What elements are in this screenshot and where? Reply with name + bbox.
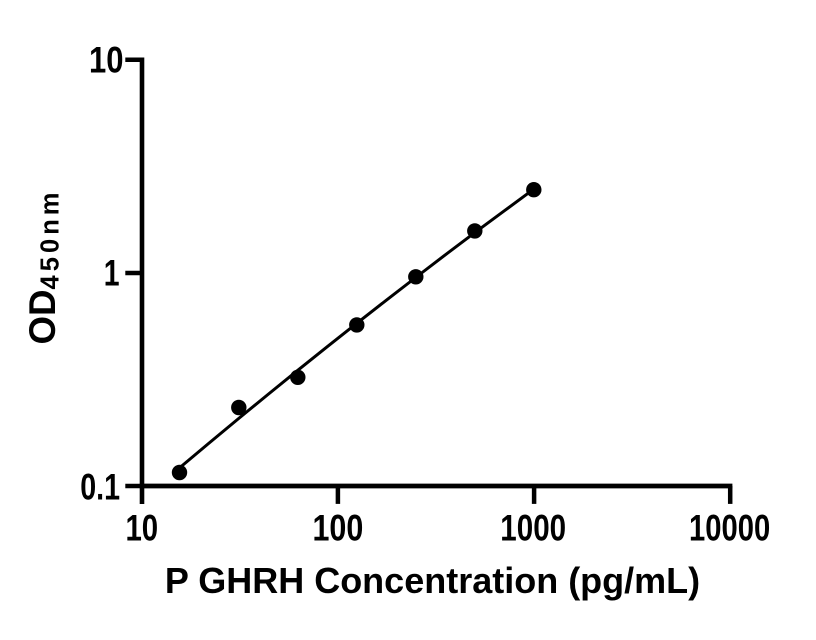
svg-text:100: 100 [313, 508, 364, 549]
svg-text:P GHRH Concentration (pg/mL): P GHRH Concentration (pg/mL) [165, 560, 700, 601]
svg-text:10: 10 [89, 40, 124, 81]
svg-text:10000: 10000 [689, 508, 770, 549]
svg-text:OD: OD [22, 290, 63, 345]
svg-text:10: 10 [125, 508, 158, 549]
svg-text:0.1: 0.1 [80, 467, 120, 508]
svg-text:1000: 1000 [500, 508, 566, 549]
svg-text:1: 1 [104, 253, 120, 294]
